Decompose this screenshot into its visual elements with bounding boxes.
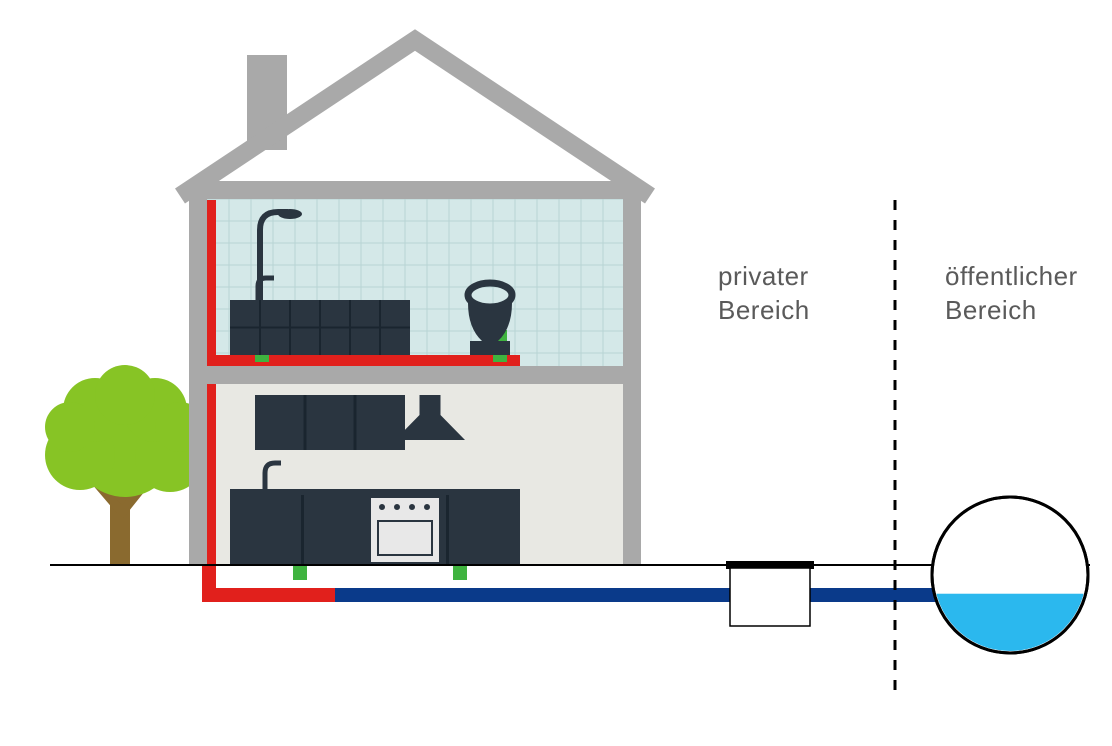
toilet-base [470, 341, 510, 355]
upper-cabinets [255, 395, 405, 450]
inspection-chamber [730, 568, 810, 626]
oven-knob [424, 504, 430, 510]
label-public-2: Bereich [945, 295, 1037, 325]
oven-knob [409, 504, 415, 510]
label-private: privater [718, 261, 809, 291]
oven-knob [394, 504, 400, 510]
shower-head [278, 209, 302, 219]
label-private-2: Bereich [718, 295, 810, 325]
label-public: öffentlicher [945, 261, 1078, 291]
countertop [230, 489, 520, 495]
oven-knob [379, 504, 385, 510]
